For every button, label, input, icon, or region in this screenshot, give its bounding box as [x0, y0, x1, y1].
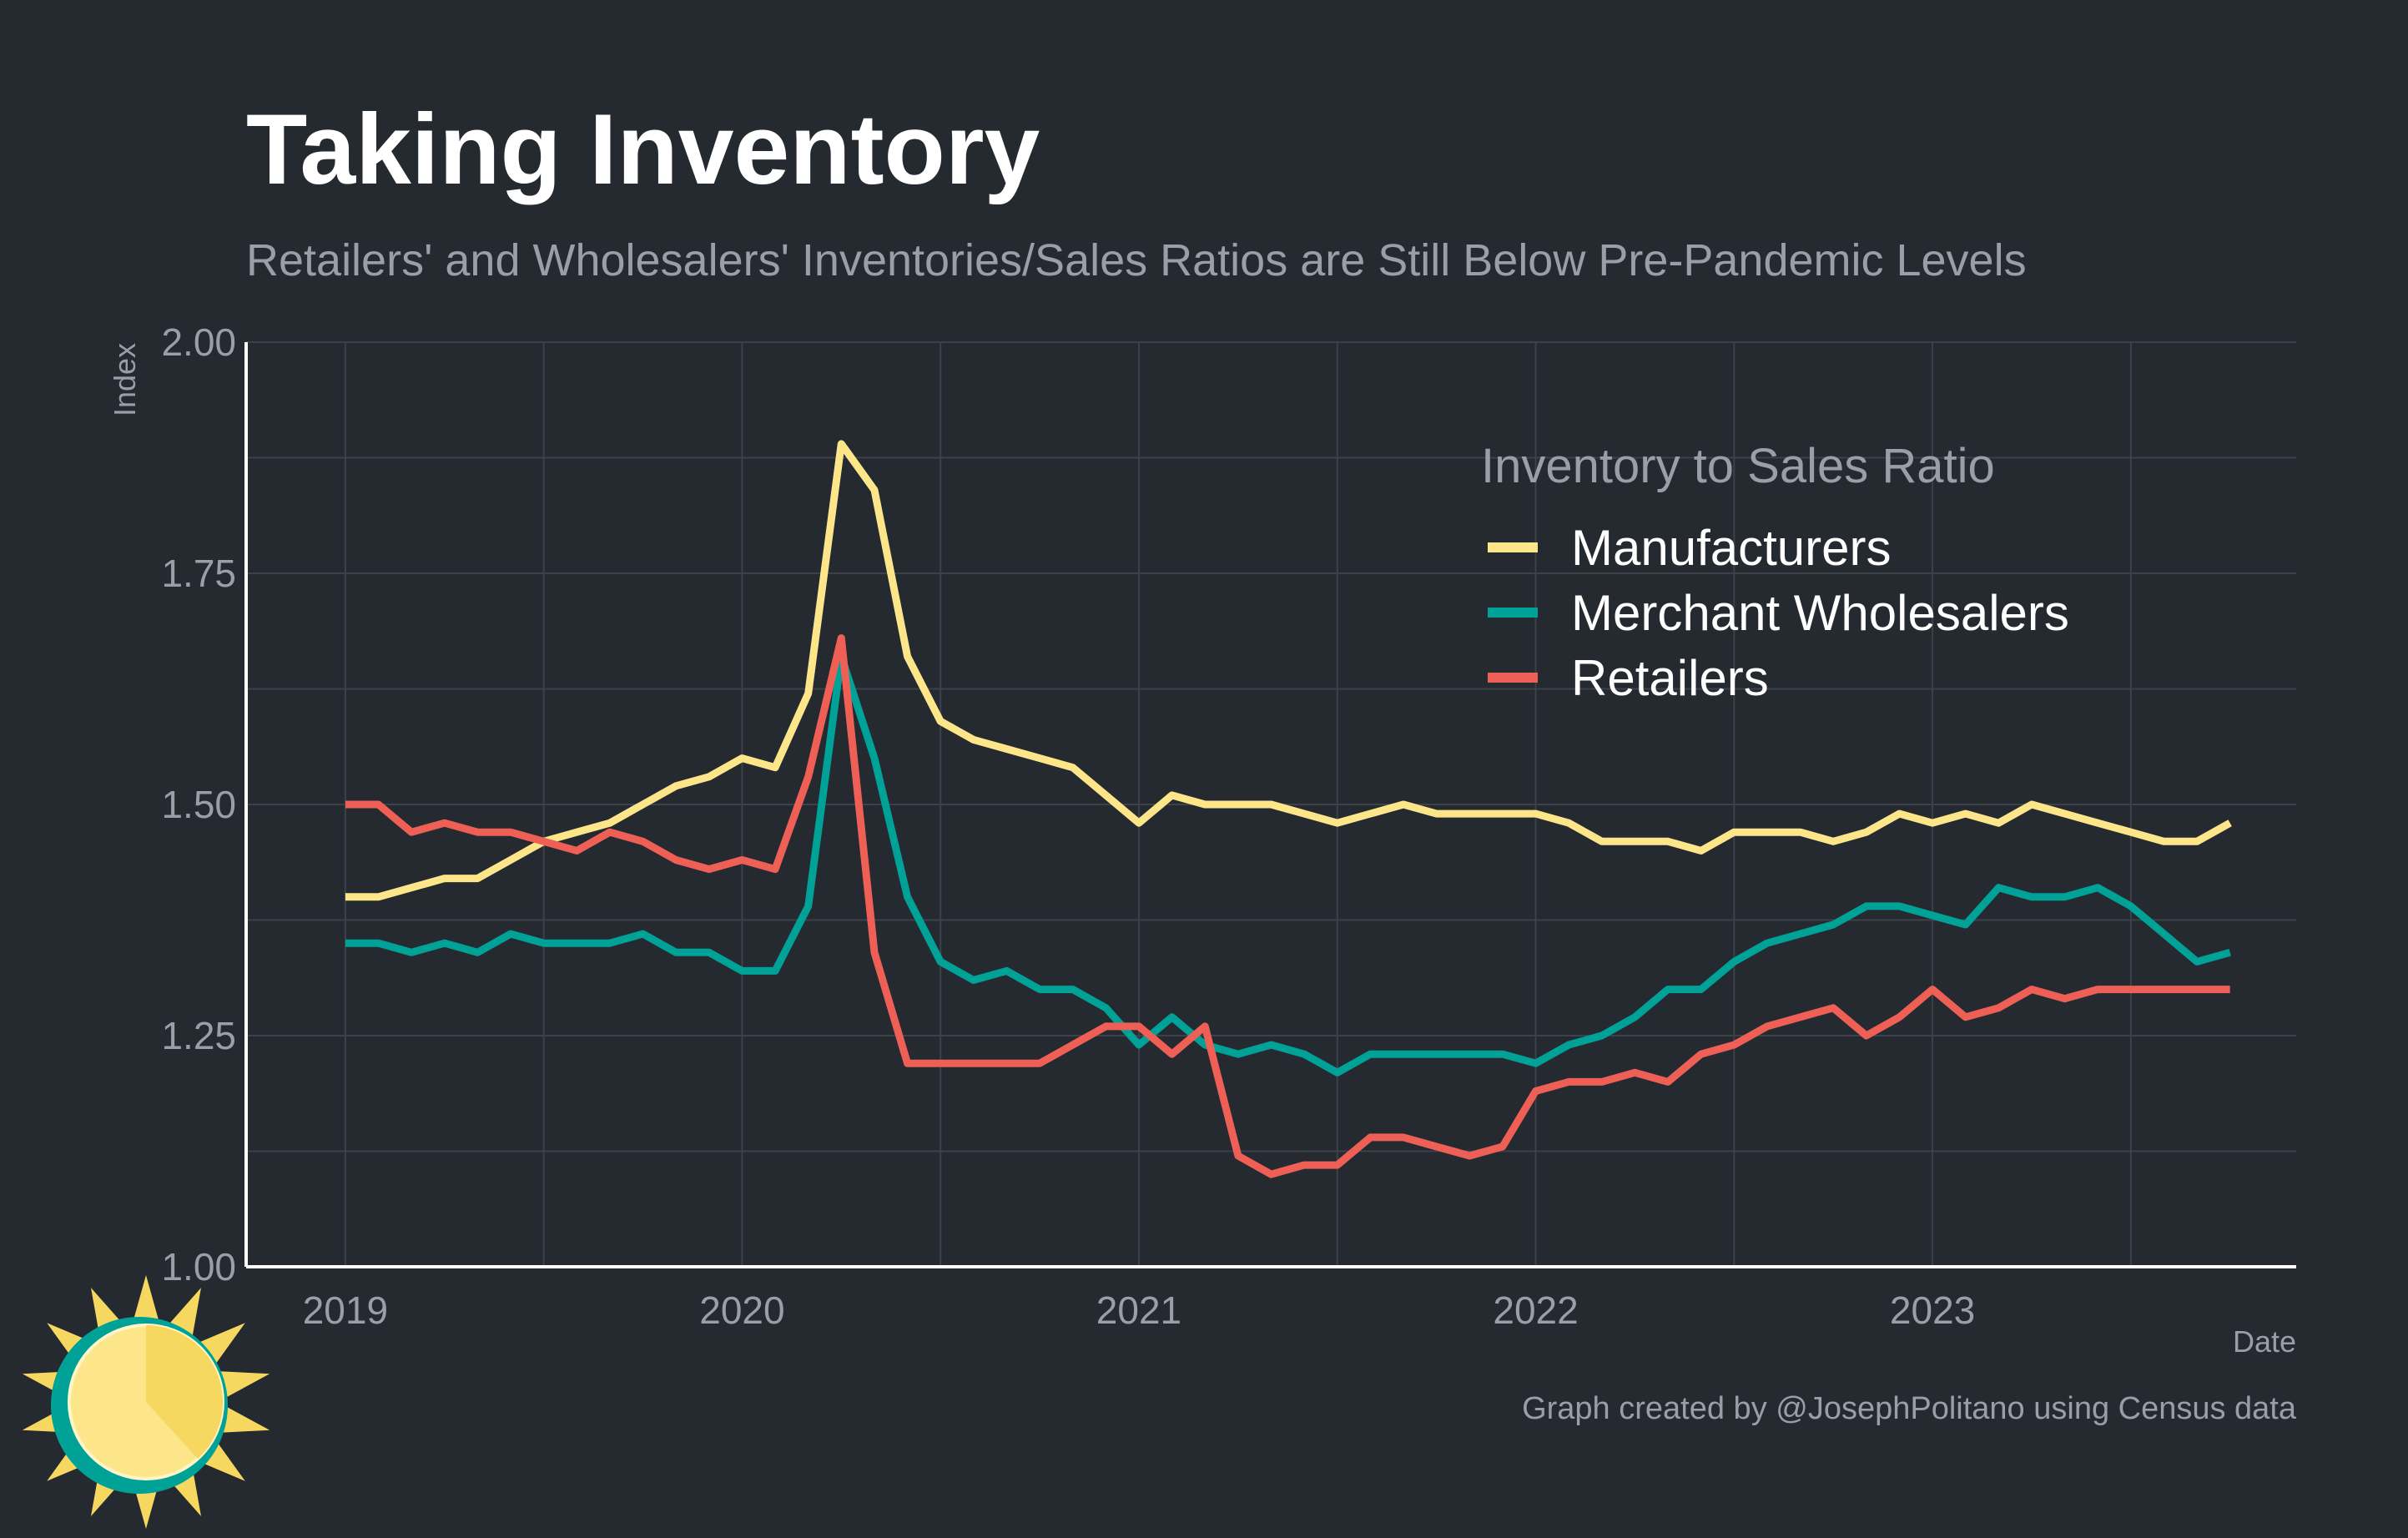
legend-label-merchant-wholesalers: Merchant Wholesalers [1571, 585, 2069, 641]
sun-logo [22, 1275, 270, 1529]
y-tick-label: 2.00 [161, 320, 236, 364]
legend-label-manufacturers: Manufacturers [1571, 520, 1892, 576]
series-line-retailers [345, 634, 2230, 1178]
y-axis-label: Index [108, 343, 142, 416]
gridlines [246, 341, 2296, 1267]
x-tick-label: 2021 [1096, 1288, 1181, 1332]
axes [244, 342, 2296, 1268]
series-line-manufacturers [345, 440, 2232, 901]
series-line-merchant-wholesalers [345, 653, 2231, 1077]
x-tick-label: 2022 [1493, 1288, 1578, 1332]
legend-label-retailers: Retailers [1571, 650, 1769, 706]
y-axis-ticks: 1.00 1.25 1.50 1.75 2.00 [161, 320, 236, 1288]
y-tick-label: 1.50 [161, 783, 236, 826]
legend: Inventory to Sales Ratio Manufacturers Me… [1481, 439, 2069, 706]
series-lines [345, 440, 2232, 1178]
x-axis-ticks: 2019 2020 2021 2022 2023 [303, 1288, 1976, 1332]
sun-shade [146, 1325, 224, 1459]
chart-title: Taking Inventory [246, 93, 1040, 205]
x-axis-label: Date [2233, 1324, 2296, 1359]
y-tick-label: 1.00 [161, 1245, 236, 1288]
legend-title: Inventory to Sales Ratio [1481, 439, 1995, 493]
x-tick-label: 2019 [303, 1288, 388, 1332]
chart-subtitle: Retailers' and Wholesalers' Inventories/… [246, 235, 2027, 285]
y-tick-label: 1.75 [161, 552, 236, 595]
x-tick-label: 2023 [1890, 1288, 1975, 1332]
chart-caption: Graph created by @JosephPolitano using C… [1522, 1391, 2297, 1426]
x-tick-label: 2020 [699, 1288, 784, 1332]
y-tick-label: 1.25 [161, 1014, 236, 1057]
